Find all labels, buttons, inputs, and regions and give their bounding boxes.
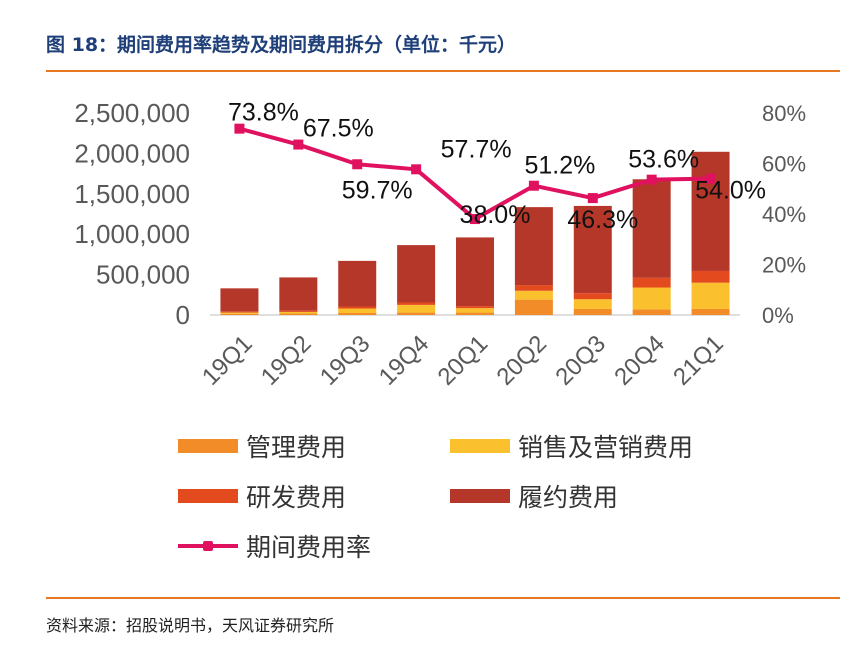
legend-line-rate xyxy=(178,541,238,551)
bar-management xyxy=(279,313,318,315)
x-category-label: 20Q3 xyxy=(550,330,611,391)
legend-swatch-management xyxy=(178,439,238,453)
bar-management xyxy=(397,312,436,315)
rate-data-label: 54.0% xyxy=(695,177,766,205)
y-right-tick-label: 80% xyxy=(762,101,806,126)
bar-management xyxy=(573,308,612,315)
bar-sales xyxy=(279,311,318,314)
rate-data-label: 73.8% xyxy=(228,99,299,127)
bar-sales xyxy=(456,308,494,313)
bar-sales xyxy=(220,312,259,314)
bar-rnd xyxy=(514,285,553,291)
y-right-tick-label: 20% xyxy=(762,253,806,278)
y-right-tick-label: 40% xyxy=(762,202,806,227)
rate-marker xyxy=(352,159,363,170)
bar-sales xyxy=(338,308,377,313)
expense-chart: 0 500,000 1,000,000 1,500,000 2,000,000 2,500… xyxy=(74,98,806,391)
x-category-label: 21Q1 xyxy=(668,330,729,391)
bar-management xyxy=(338,312,377,315)
bar-rnd xyxy=(279,310,318,312)
rate-data-label: 38.0% xyxy=(460,201,531,229)
rate-marker xyxy=(293,139,304,150)
rate-marker xyxy=(470,214,480,225)
bar-sales xyxy=(632,287,671,310)
legend-label-sales: 销售及营销费用 xyxy=(518,433,694,462)
bar-fulfillment xyxy=(573,205,612,294)
bar-fulfillment xyxy=(632,179,671,278)
bar-rnd xyxy=(397,302,436,305)
figure-title: 图 18：期间费用率趋势及期间费用拆分（单位：千元） xyxy=(46,34,517,56)
legend-item-rnd: 研发费用 xyxy=(178,478,346,514)
x-category-label: 20Q1 xyxy=(433,330,494,391)
x-category-label: 19Q2 xyxy=(256,330,317,391)
bar-management xyxy=(514,299,553,315)
x-category-label: 20Q4 xyxy=(609,330,670,391)
x-category-label: 19Q3 xyxy=(315,330,376,391)
legend-label-fulfillment: 履约费用 xyxy=(518,483,619,512)
legend-item-fulfillment: 履约费用 xyxy=(450,478,618,514)
rate-marker xyxy=(528,180,539,191)
bar-rnd xyxy=(573,293,612,300)
rate-data-label: 53.6% xyxy=(628,146,699,174)
legend-swatch-sales xyxy=(450,439,510,453)
rate-marker xyxy=(646,174,657,185)
legend-item-management: 管理费用 xyxy=(178,428,346,464)
bar-fulfillment xyxy=(514,207,553,286)
rate-marker xyxy=(234,123,245,134)
bar-sales xyxy=(514,290,553,300)
rate-data-label: 46.3% xyxy=(567,206,638,234)
x-category-label: 19Q4 xyxy=(374,330,435,391)
y-left-tick-label: 2,000,000 xyxy=(74,138,190,168)
bar-rnd xyxy=(691,270,730,283)
bar-rnd xyxy=(220,311,259,313)
rate-marker xyxy=(705,173,716,184)
bar-management xyxy=(456,312,494,315)
bar-fulfillment xyxy=(338,260,377,307)
bar-management xyxy=(632,309,671,315)
rate-marker xyxy=(587,193,598,204)
bar-management xyxy=(220,313,259,315)
legend-item-sales: 销售及营销费用 xyxy=(450,428,693,464)
title-divider xyxy=(46,70,840,72)
y-left-tick-label: 1,500,000 xyxy=(74,179,190,209)
bar-fulfillment xyxy=(279,277,318,311)
x-category-label: 19Q1 xyxy=(197,330,258,391)
y-left-tick-label: 1,000,000 xyxy=(74,219,190,249)
bar-fulfillment xyxy=(456,237,494,307)
y-right-tick-label: 0% xyxy=(762,303,794,328)
legend-swatch-fulfillment xyxy=(450,489,510,503)
bar-fulfillment xyxy=(220,288,259,312)
legend-label-rnd: 研发费用 xyxy=(246,483,347,512)
source-note: 资料来源：招股说明书，天风证券研究所 xyxy=(46,616,335,635)
bar-fulfillment xyxy=(691,151,730,271)
legend-swatch-rnd xyxy=(178,489,238,503)
bar-rnd xyxy=(338,306,377,309)
x-category-label: 20Q2 xyxy=(492,330,553,391)
bar-rnd xyxy=(456,306,494,309)
rate-data-label: 51.2% xyxy=(524,152,595,180)
bar-sales xyxy=(573,299,612,309)
y-right-tick-label: 60% xyxy=(762,152,806,177)
bar-management xyxy=(691,308,730,315)
legend-item-rate: 期间费用率 xyxy=(178,528,371,564)
footer-divider xyxy=(46,597,840,599)
bar-sales xyxy=(691,282,730,309)
rate-data-label: 59.7% xyxy=(342,176,413,204)
y-left-tick-label: 500,000 xyxy=(96,260,190,290)
bar-sales xyxy=(397,304,436,313)
bar-fulfillment xyxy=(397,245,436,303)
rate-marker xyxy=(411,164,422,175)
legend-label-rate: 期间费用率 xyxy=(246,533,372,562)
y-left-tick-label: 0 xyxy=(176,300,190,330)
bar-rnd xyxy=(632,277,671,288)
rate-data-label: 57.7% xyxy=(441,135,512,163)
legend-label-management: 管理费用 xyxy=(246,433,347,462)
rate-data-label: 67.5% xyxy=(303,115,374,143)
y-left-tick-label: 2,500,000 xyxy=(74,98,190,128)
